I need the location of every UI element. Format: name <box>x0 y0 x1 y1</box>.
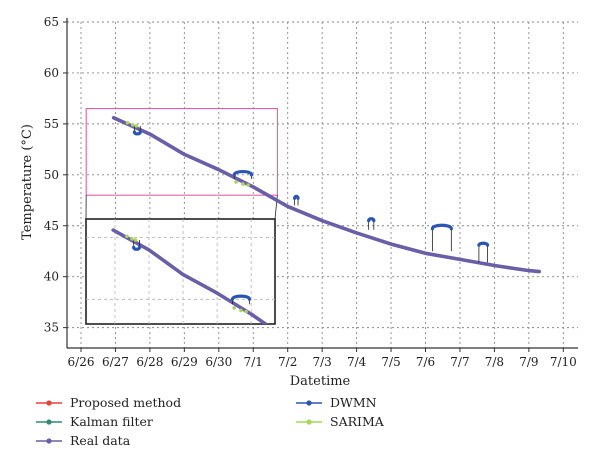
dwmn-arc <box>430 223 453 231</box>
y-tick-label: 50 <box>44 168 59 182</box>
x-tick-label: 7/8 <box>485 355 504 369</box>
dwmn-arc <box>132 245 142 251</box>
x-tick-label: 6/28 <box>136 355 163 369</box>
x-tick-label: 6/27 <box>102 355 129 369</box>
x-tick-label: 7/4 <box>347 355 367 369</box>
dwmn-deviation <box>292 194 300 206</box>
legend-item-sarima: SARIMA <box>296 414 385 429</box>
y-tick-label: 45 <box>44 219 59 233</box>
legend-item-dwmn: DWMN <box>296 395 377 410</box>
dwmn-arc <box>367 217 376 223</box>
y-tick-label: 60 <box>44 66 59 80</box>
y-tick-labels: 35 40 45 50 55 60 65 <box>44 15 59 335</box>
sarima-point <box>130 236 134 241</box>
x-tick-label: 7/5 <box>381 355 400 369</box>
dwmn-deviation <box>132 125 142 136</box>
legend-swatch-marker <box>46 419 52 425</box>
dwmn-deviation <box>230 294 252 305</box>
x-tick-label: 7/2 <box>278 355 297 369</box>
sarima-point <box>246 183 250 187</box>
sarima-point <box>133 238 138 242</box>
x-tick-label: 7/3 <box>312 355 331 369</box>
legend-label: Proposed method <box>70 395 181 410</box>
sarima-point <box>125 234 129 239</box>
legend-label: SARIMA <box>330 414 385 429</box>
x-tick-label: 7/6 <box>416 355 435 369</box>
zoom-region <box>85 108 278 220</box>
x-tick-label: 6/26 <box>68 355 95 369</box>
series-line-real-data <box>111 228 269 324</box>
legend-item-kalman-filter: Kalman filter <box>36 414 153 429</box>
x-axis-label: Datetime <box>290 374 351 389</box>
legend-item-real-data: Real data <box>36 433 131 448</box>
dwmn-deviation <box>367 217 376 230</box>
x-tick-label: 7/1 <box>244 355 263 369</box>
x-tick-labels: 6/26 6/27 6/28 6/29 6/30 7/1 7/2 7/3 7/4 7/5 7/6 7/… <box>68 355 577 369</box>
dwmn-arc <box>477 241 490 247</box>
inset-zoom-panel <box>85 218 483 406</box>
series-line-real-data <box>111 116 541 274</box>
dwmn-arc <box>292 194 300 200</box>
y-tick-label: 40 <box>44 270 59 284</box>
sarima-point <box>130 123 135 127</box>
y-tick-label: 35 <box>44 321 59 335</box>
dwmn-arc <box>474 383 483 385</box>
x-tick-label: 6/29 <box>171 355 198 369</box>
legend-swatch-marker <box>46 438 52 444</box>
dwmn-deviation <box>132 240 142 251</box>
legend-label: Kalman filter <box>70 414 153 429</box>
dwmn-arc <box>230 294 252 301</box>
inset-series <box>111 228 483 406</box>
dwmn-deviation <box>477 241 490 263</box>
legend-swatch-marker <box>306 419 312 425</box>
x-tick-label: 7/9 <box>519 355 538 369</box>
sarima-point <box>232 306 236 310</box>
dwmn-deviation <box>474 383 483 406</box>
dwmn-deviation <box>430 223 453 252</box>
dwmn-deviation <box>232 169 254 179</box>
legend-swatch-marker <box>306 400 312 406</box>
sarima-point <box>239 308 243 313</box>
series-lines <box>111 116 541 274</box>
dwmn-arc <box>232 169 254 177</box>
legend: Proposed method Kalman filter Real data DWM… <box>36 395 385 448</box>
sarima-point <box>244 309 248 314</box>
axes <box>63 18 578 352</box>
zoom-box <box>85 108 278 196</box>
legend-item-proposed-method: Proposed method <box>36 395 181 410</box>
sarima-point <box>234 180 238 184</box>
legend-swatch-marker <box>46 400 52 406</box>
x-tick-label: 7/7 <box>450 355 469 369</box>
sarima-point <box>134 124 138 128</box>
dwmn-arc <box>132 130 142 136</box>
y-tick-label: 65 <box>44 15 59 29</box>
sarima-point <box>125 121 130 125</box>
legend-label: DWMN <box>330 395 377 410</box>
x-tick-label: 6/30 <box>205 355 232 369</box>
legend-label: Real data <box>70 433 131 448</box>
y-axis-label: Temperature (°C) <box>20 124 35 240</box>
sarima-point <box>241 182 245 186</box>
y-tick-label: 55 <box>44 117 59 131</box>
x-tick-label: 7/10 <box>550 355 577 369</box>
